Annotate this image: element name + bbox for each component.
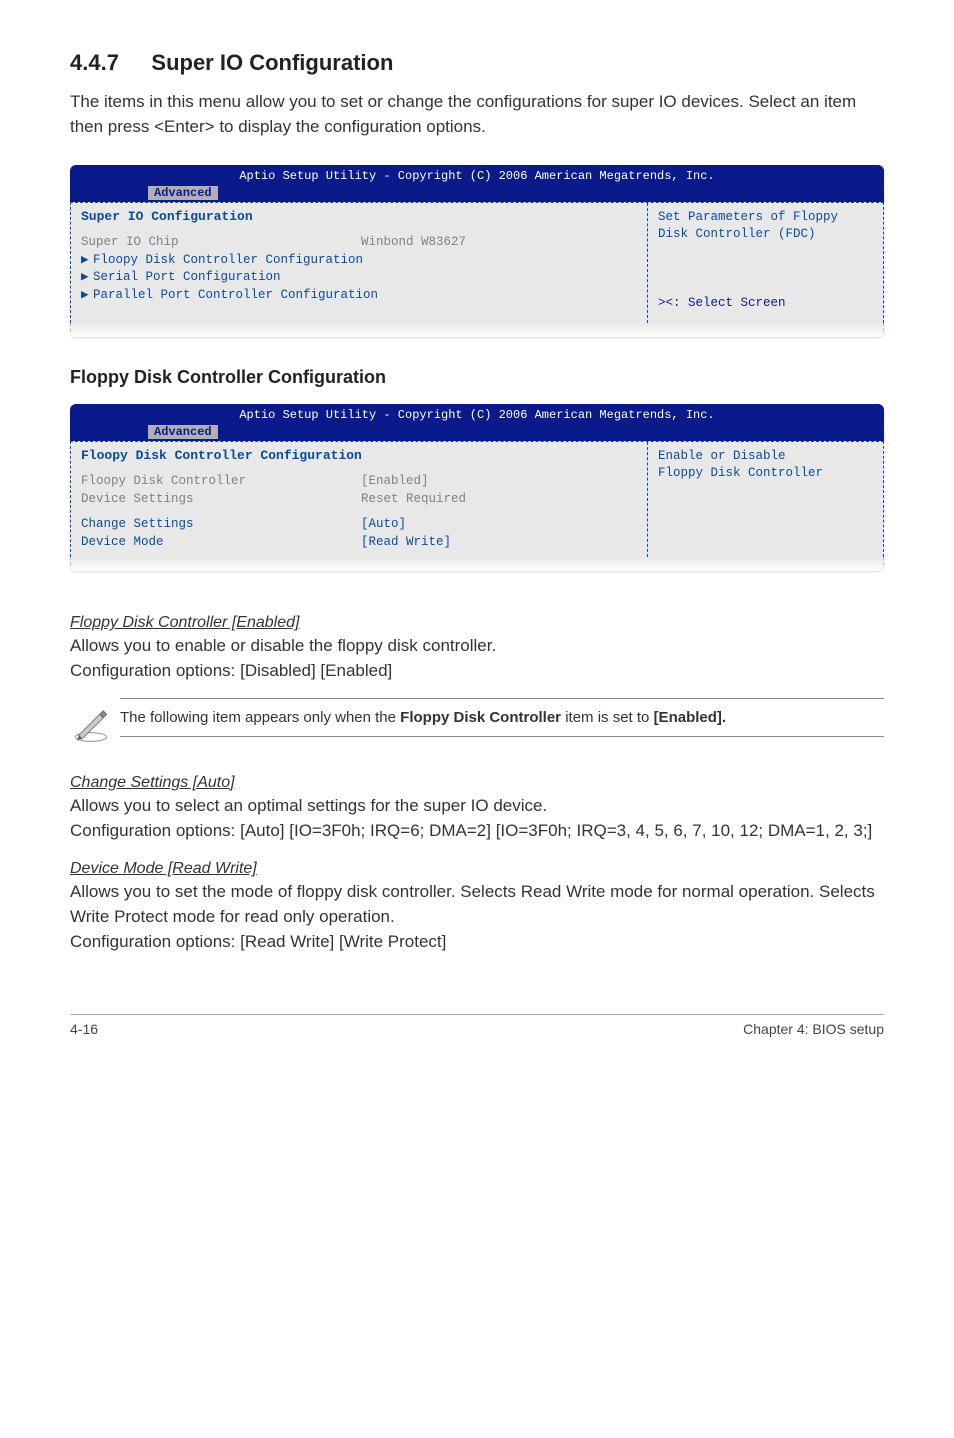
detail2-line2: Configuration options: [Auto] [IO=3F0h; … (70, 819, 884, 844)
detail2-head: Change Settings [Auto] (70, 771, 884, 794)
bios2-header-line: Aptio Setup Utility - Copyright (C) 2006… (78, 408, 876, 422)
detail1-line1: Allows you to enable or disable the flop… (70, 634, 884, 659)
bios2-row4-label: Device Mode (81, 534, 361, 552)
section-intro: The items in this menu allow you to set … (70, 90, 884, 139)
section-number: 4.4.7 (70, 50, 119, 75)
bios2-row2-value: Reset Required (361, 491, 637, 509)
bios2-row1-label: Floopy Disk Controller (81, 473, 361, 491)
note-block: The following item appears only when the… (70, 698, 884, 749)
subsection-heading: Floppy Disk Controller Configuration (70, 367, 884, 388)
detail2-line1: Allows you to select an optimal settings… (70, 794, 884, 819)
bios1-tab: Advanced (148, 186, 218, 200)
pencil-note-icon (70, 698, 120, 749)
bios2-row3-label: Change Settings (81, 516, 361, 534)
note-bold2: [Enabled]. (654, 709, 727, 726)
detail-1: Floppy Disk Controller [Enabled] Allows … (70, 611, 884, 683)
note-mid: item is set to (561, 709, 654, 726)
bios1-help-2: Disk Controller (FDC) (658, 226, 873, 243)
bios1-header-line: Aptio Setup Utility - Copyright (C) 2006… (78, 169, 876, 183)
note-pre: The following item appears only when the (120, 709, 400, 726)
detail1-line2: Configuration options: [Disabled] [Enabl… (70, 659, 884, 684)
footer-right: Chapter 4: BIOS setup (743, 1021, 884, 1037)
detail3-line1: Allows you to set the mode of floppy dis… (70, 880, 884, 929)
bios1-left-title: Super IO Configuration (81, 209, 637, 224)
bios1-nav: ><: Select Screen (658, 295, 873, 312)
bios1-left-pane: Super IO Configuration Super IO Chip Win… (71, 203, 648, 323)
detail-3: Device Mode [Read Write] Allows you to s… (70, 857, 884, 954)
bios2-tab: Advanced (148, 425, 218, 439)
bios2-help-1: Enable or Disable (658, 448, 873, 465)
bios1-item-0: Floopy Disk Controller Configuration (93, 252, 363, 270)
bios1-item-1: Serial Port Configuration (93, 269, 281, 287)
bios2-row2-label: Device Settings (81, 491, 361, 509)
bios2-right-pane: Enable or Disable Floppy Disk Controller (648, 442, 883, 557)
footer-left: 4-16 (70, 1021, 98, 1037)
detail1-head: Floppy Disk Controller [Enabled] (70, 611, 884, 634)
bios1-header: Aptio Setup Utility - Copyright (C) 2006… (70, 165, 884, 202)
bios2-row1-value: [Enabled] (361, 473, 637, 491)
bios1-right-pane: Set Parameters of Floppy Disk Controller… (648, 203, 883, 323)
note-text: The following item appears only when the… (120, 698, 884, 737)
bios1-chip-value: Winbond W83627 (361, 234, 637, 252)
bios1-help-1: Set Parameters of Floppy (658, 209, 873, 226)
detail-2: Change Settings [Auto] Allows you to sel… (70, 771, 884, 843)
bios2-left-pane: Floopy Disk Controller Configuration Flo… (71, 442, 648, 557)
detail3-line2: Configuration options: [Read Write] [Wri… (70, 930, 884, 955)
bios-screenshot-1: Aptio Setup Utility - Copyright (C) 2006… (70, 165, 884, 337)
triangle-right-icon: ▶ (81, 252, 93, 270)
bios1-chip-label: Super IO Chip (81, 234, 361, 252)
triangle-right-icon: ▶ (81, 269, 93, 287)
bios2-header: Aptio Setup Utility - Copyright (C) 2006… (70, 404, 884, 441)
section-heading: 4.4.7 Super IO Configuration (70, 50, 884, 76)
bios2-row3-value: [Auto] (361, 516, 637, 534)
bios2-left-title: Floopy Disk Controller Configuration (81, 448, 637, 463)
note-bold1: Floppy Disk Controller (400, 709, 561, 726)
section-title: Super IO Configuration (151, 50, 393, 75)
page-footer: 4-16 Chapter 4: BIOS setup (70, 1014, 884, 1037)
triangle-right-icon: ▶ (81, 287, 93, 305)
bios2-row4-value: [Read Write] (361, 534, 637, 552)
bios-screenshot-2: Aptio Setup Utility - Copyright (C) 2006… (70, 404, 884, 571)
bios2-help-2: Floppy Disk Controller (658, 465, 873, 482)
bios1-item-2: Parallel Port Controller Configuration (93, 287, 378, 305)
detail3-head: Device Mode [Read Write] (70, 857, 884, 880)
